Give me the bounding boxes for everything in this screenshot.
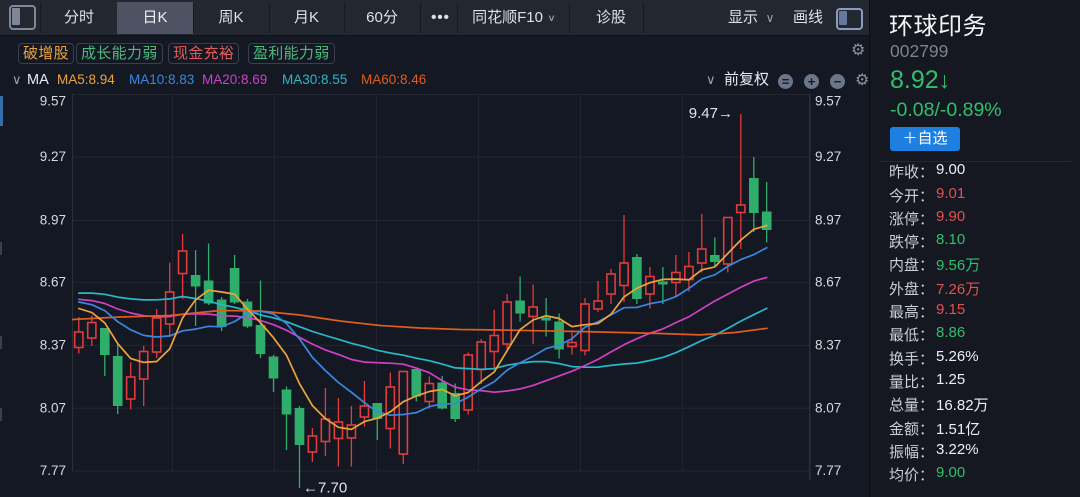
- svg-text:9.57: 9.57: [40, 94, 66, 109]
- svg-text:8.97: 8.97: [40, 213, 66, 228]
- svg-text:←7.70: ←7.70: [303, 480, 347, 497]
- svg-text:9.27: 9.27: [815, 149, 841, 164]
- svg-text:8.37: 8.37: [815, 338, 841, 353]
- svg-text:7.77: 7.77: [815, 463, 841, 478]
- svg-text:8.97: 8.97: [815, 213, 841, 228]
- svg-text:7.77: 7.77: [40, 463, 66, 478]
- svg-text:9.47→: 9.47→: [689, 105, 733, 122]
- svg-text:8.67: 8.67: [815, 275, 841, 290]
- svg-text:8.07: 8.07: [40, 400, 66, 415]
- svg-text:9.27: 9.27: [40, 149, 66, 164]
- svg-text:8.37: 8.37: [40, 338, 66, 353]
- svg-text:8.07: 8.07: [815, 400, 841, 415]
- svg-text:8.67: 8.67: [40, 275, 66, 290]
- svg-text:9.57: 9.57: [815, 94, 841, 109]
